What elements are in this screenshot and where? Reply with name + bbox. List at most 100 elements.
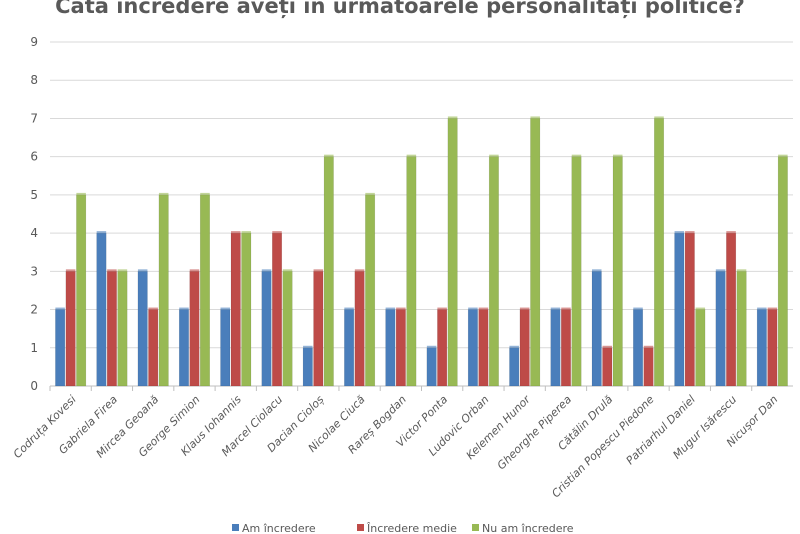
bar [426, 347, 437, 387]
legend-swatch [357, 524, 364, 531]
bar [106, 271, 117, 387]
bar-top [179, 307, 189, 310]
bar [323, 156, 334, 387]
bar-top [674, 231, 685, 234]
bar-top [643, 345, 654, 348]
bar-top [324, 154, 334, 157]
bar [55, 309, 66, 387]
bar [282, 271, 293, 387]
bar-top [767, 307, 778, 310]
bar-top [220, 307, 230, 310]
bar [261, 271, 272, 387]
bar-top [561, 307, 571, 310]
bar [715, 271, 726, 387]
bar [447, 118, 458, 387]
bar [530, 118, 541, 387]
bar [643, 347, 654, 387]
legend-label: Nu am încredere [482, 522, 574, 534]
bar-top [282, 269, 293, 272]
legend-swatch [232, 524, 239, 531]
bar-top [65, 269, 76, 272]
bar-top [385, 307, 396, 310]
bar-top [55, 307, 65, 310]
bar-top [519, 307, 530, 310]
y-tick-label: 4 [30, 226, 38, 240]
bar-top [550, 307, 561, 310]
bar-top [117, 269, 128, 272]
bar [395, 309, 406, 387]
bar [406, 156, 417, 387]
bar-top [344, 307, 354, 310]
bar [612, 156, 623, 387]
bar [65, 271, 76, 387]
bar [726, 232, 737, 387]
legend-swatch [472, 524, 479, 531]
bar-top [396, 307, 406, 310]
bar-top [437, 307, 447, 310]
y-tick-label: 0 [30, 379, 38, 393]
bar [756, 309, 767, 387]
bar [488, 156, 499, 387]
bar [478, 309, 489, 387]
bar [777, 156, 788, 387]
bar [117, 271, 128, 387]
legend-label: Am încredere [242, 522, 316, 534]
bar [313, 271, 324, 387]
bar [230, 232, 241, 387]
bar [272, 232, 283, 387]
bar-top [602, 345, 612, 348]
bar-top [489, 154, 499, 157]
bar-top [158, 192, 169, 195]
bar [178, 309, 189, 387]
bar [591, 271, 602, 387]
bar-top [695, 307, 706, 310]
bar [344, 309, 355, 387]
bar-top [137, 269, 148, 272]
bar [354, 271, 365, 387]
bar-top [685, 231, 695, 234]
bar [633, 309, 644, 387]
bar-top [96, 231, 107, 234]
bar [674, 232, 685, 387]
bar [437, 309, 448, 387]
bar [571, 156, 582, 387]
y-tick-label: 8 [30, 73, 38, 87]
bar [767, 309, 778, 387]
bar [302, 347, 313, 387]
bar [654, 118, 665, 387]
bar [602, 347, 613, 387]
bar-top [613, 154, 623, 157]
bar [158, 194, 169, 387]
bar-top [633, 307, 643, 310]
bar-top [757, 307, 767, 310]
y-tick-label: 7 [30, 111, 38, 125]
bar-top [148, 307, 158, 310]
bar-top [200, 192, 210, 195]
bar-top [303, 345, 313, 348]
y-tick-label: 2 [30, 303, 38, 317]
chart-title: Câtă încredere aveți în următoarele pers… [55, 0, 745, 18]
bar [385, 309, 396, 387]
bar-top [654, 116, 664, 119]
bar-top [778, 154, 788, 157]
bar [519, 309, 530, 387]
bar [148, 309, 159, 387]
x-tick-label: Gheorghe Piperea [495, 393, 575, 473]
bar [189, 271, 200, 387]
bar-top [313, 269, 324, 272]
bar-top [726, 231, 736, 234]
bar-top [107, 269, 117, 272]
y-tick-label: 3 [30, 264, 38, 278]
bar-top [365, 192, 375, 195]
bar [736, 271, 747, 387]
bar-top [530, 116, 540, 119]
legend-label: Încredere medie [366, 522, 457, 534]
bar [550, 309, 561, 387]
bar [467, 309, 478, 387]
bar-top [478, 307, 489, 310]
bar-top [231, 231, 241, 234]
bar-top [426, 345, 437, 348]
bar [365, 194, 376, 387]
bar [220, 309, 231, 387]
